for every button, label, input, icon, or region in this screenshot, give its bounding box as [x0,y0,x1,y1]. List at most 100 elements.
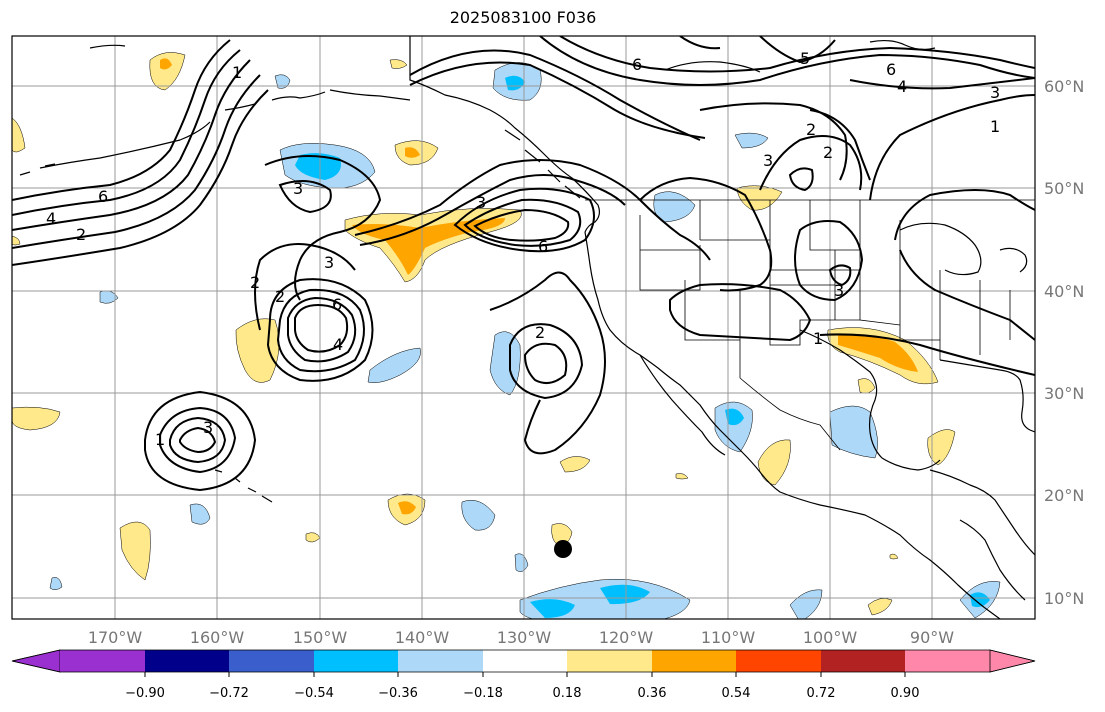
contour-label: 3 [203,418,213,437]
shade-orange [405,147,420,158]
lon-label: 130°W [497,628,552,647]
shade-sky-blue [505,75,525,91]
lat-label: 10°N [1044,589,1084,608]
shade-sky-blue [295,153,341,180]
contour-label: 6 [632,55,642,74]
shade-light-blue [49,577,63,590]
lat-label: 20°N [1044,486,1084,505]
shade-yellow [889,553,899,560]
shade-yellow [235,318,280,383]
colorbar-swatch [314,650,398,672]
colorbar-swatch [567,650,652,672]
lon-label: 140°W [395,628,450,647]
shade-light-blue [829,405,878,459]
contour-label: 6 [886,60,896,79]
lon-label: 150°W [293,628,348,647]
colorbar-tick-label: 0.36 [638,686,667,701]
contour-label: 4 [333,335,343,354]
contour-label: 2 [275,287,285,306]
contour-label: 1 [813,329,823,348]
map-frame [11,35,1036,620]
storm-position-dot [554,540,572,558]
shade-light-blue [189,503,211,525]
contour-label: 4 [897,77,907,96]
colorbar-swatch [821,650,905,672]
shade-sky-blue [530,599,575,618]
contour-label: 2 [250,273,260,292]
lat-label: 50°N [1044,179,1084,198]
colorbar-low-extend [11,649,61,673]
shade-yellow [12,235,21,246]
contour-label: 1 [155,430,165,449]
colorbar-swatch [905,650,990,672]
shade-yellow [757,439,791,486]
shade-light-blue [653,191,696,223]
map-content [12,36,1035,619]
shade-orange [838,334,918,372]
contour-label: 3 [763,151,773,170]
contour-label: 4 [46,209,56,228]
colorbar-tick-label: 0.54 [722,686,751,701]
shade-sky-blue [970,592,990,608]
contour-label: 2 [806,120,816,139]
lon-label: 90°W [910,628,954,647]
contour-label: 6 [98,187,108,206]
lon-label: 120°W [599,628,654,647]
anomaly-shading [12,52,1001,619]
contour-label: 3 [990,83,1000,102]
colorbar: −0.90 −0.72 −0.54 −0.36 −0.18 0.18 0.36 … [11,649,1036,701]
colorbar-swatch [736,650,821,672]
shade-light-blue [514,553,529,572]
contour-label: 6 [538,237,548,256]
contour-label: 3 [476,193,486,212]
contour-label: 2 [76,225,86,244]
contour-label: 6 [332,295,342,314]
shade-yellow [857,378,876,394]
longitude-labels: 170°W 160°W 150°W 140°W 130°W 120°W 110°… [88,628,954,647]
colorbar-swatch [60,650,145,672]
contour-label: 5 [800,49,810,68]
shade-yellow [927,429,956,466]
shade-light-blue [367,347,421,383]
shade-yellow [12,117,26,153]
lat-label: 60°N [1044,77,1084,96]
contour-label-group: 5 6 4 3 2 1 6 4 2 6 3 3 6 2 1 2 3 3 2 6 … [46,49,1000,449]
shade-yellow [119,521,151,581]
contour-label: 3 [293,179,303,198]
shade-yellow [867,598,893,616]
colorbar-tick-label: 0.18 [553,686,582,701]
colorbar-swatch [483,650,567,672]
shade-sky-blue [725,408,744,426]
shade-light-blue [489,331,521,396]
colorbar-tick-label: −0.72 [209,686,249,701]
shade-light-blue [714,401,753,453]
colorbar-tick-label: 0.72 [807,686,836,701]
colorbar-tick-label: −0.18 [463,686,503,701]
shade-light-blue [789,589,823,619]
shade-yellow [559,456,591,473]
shade-yellow [736,185,783,211]
colorbar-swatch [652,650,736,672]
lat-label: 40°N [1044,282,1084,301]
shade-orange [398,501,416,515]
contour-label: 3 [324,253,334,272]
lon-label: 160°W [190,628,245,647]
shade-light-blue [461,499,496,531]
shade-yellow [675,473,689,480]
lon-label: 170°W [88,628,143,647]
contour-label: 1 [232,63,242,82]
colorbar-swatch [229,650,314,672]
contours [12,36,1035,492]
colorbar-outline [11,649,1036,673]
shade-light-blue [734,132,769,149]
coastlines [19,36,1035,619]
shade-sky-blue [600,584,650,605]
shade-yellow [12,406,61,431]
lon-label: 100°W [803,628,858,647]
shade-orange [160,58,172,70]
contour-label: 3 [834,281,844,300]
shade-light-blue [274,74,291,89]
map-title: 2025083100 F036 [449,8,597,27]
lon-label: 110°W [701,628,756,647]
